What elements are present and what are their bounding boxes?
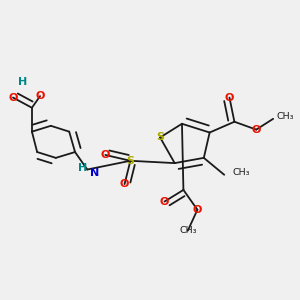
Text: CH₃: CH₃	[233, 168, 250, 177]
Text: O: O	[8, 93, 18, 103]
Text: CH₃: CH₃	[276, 112, 294, 121]
Text: O: O	[225, 93, 234, 103]
Text: CH₃: CH₃	[179, 226, 196, 235]
Text: O: O	[120, 179, 129, 189]
Text: S: S	[156, 133, 164, 142]
Text: H: H	[78, 163, 87, 173]
Text: O: O	[252, 124, 261, 135]
Text: H: H	[18, 77, 27, 87]
Text: O: O	[160, 196, 169, 207]
Text: O: O	[100, 150, 110, 160]
Text: O: O	[193, 205, 202, 215]
Text: N: N	[90, 168, 99, 178]
Text: O: O	[35, 91, 45, 101]
Text: S: S	[126, 156, 134, 166]
